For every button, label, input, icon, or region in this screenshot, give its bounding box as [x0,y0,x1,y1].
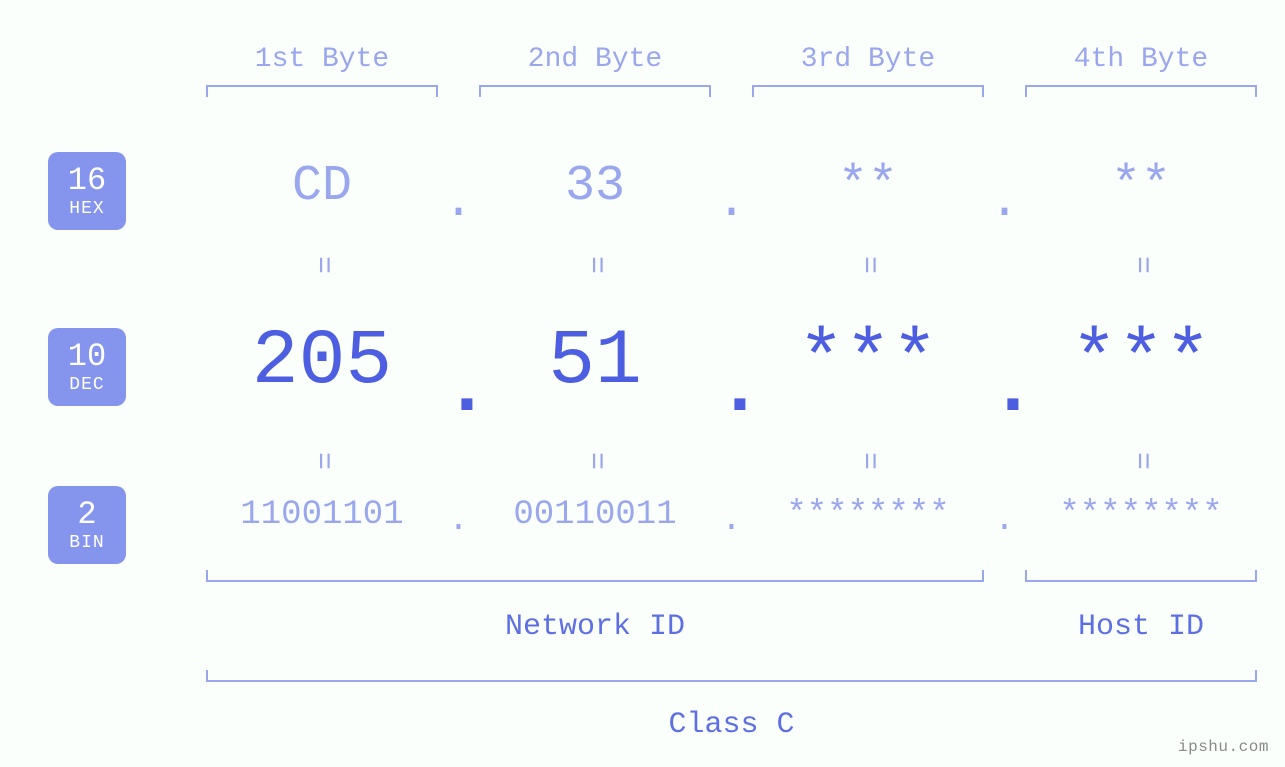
equals-r1-c1: = [578,446,612,476]
network-id-label: Network ID [206,610,984,644]
bin-dot-3: . [990,502,1020,540]
byte-header-3: 3rd Byte [752,44,984,75]
hex-dot-1: . [444,174,474,231]
bin-dot-1: . [444,502,474,540]
base-badge-hex: 16 HEX [48,152,126,230]
base-badge-bin: 2 BIN [48,486,126,564]
base-badge-number: 2 [77,499,96,531]
equals-r1-c0: = [305,446,339,476]
base-badge-dec: 10 DEC [48,328,126,406]
hex-dot-3: . [990,174,1020,231]
dec-dot-3: . [990,346,1020,434]
equals-r0-c0: = [305,250,339,280]
equals-r0-c1: = [578,250,612,280]
base-badge-number: 16 [68,165,106,197]
network-id-bracket [206,570,984,582]
byte-header-1: 1st Byte [206,44,438,75]
bin-byte-3: ******** [752,496,984,534]
hex-byte-2: 33 [479,158,711,215]
hex-byte-4: ** [1025,158,1257,215]
base-badge-label: DEC [69,376,104,394]
dec-byte-1: 205 [206,318,438,406]
bin-byte-1: 11001101 [206,496,438,534]
diagram-canvas: 1st Byte 2nd Byte 3rd Byte 4th Byte 16 HEX 10 D… [0,0,1285,767]
hex-byte-3: ** [752,158,984,215]
dec-dot-1: . [444,346,474,434]
dec-byte-2: 51 [479,318,711,406]
class-bracket [206,670,1257,682]
byte-bracket-top-3 [752,85,984,97]
host-id-bracket [1025,570,1257,582]
base-badge-label: HEX [69,200,104,218]
bin-byte-2: 00110011 [479,496,711,534]
equals-r0-c2: = [851,250,885,280]
class-label: Class C [206,708,1257,742]
base-badge-number: 10 [68,341,106,373]
byte-header-2: 2nd Byte [479,44,711,75]
equals-r1-c2: = [851,446,885,476]
watermark: ipshu.com [1178,738,1269,756]
dec-dot-2: . [717,346,747,434]
dec-byte-3: *** [752,318,984,406]
byte-bracket-top-2 [479,85,711,97]
equals-r1-c3: = [1124,446,1158,476]
base-badge-label: BIN [69,534,104,552]
equals-r0-c3: = [1124,250,1158,280]
hex-byte-1: CD [206,158,438,215]
bin-dot-2: . [717,502,747,540]
byte-bracket-top-4 [1025,85,1257,97]
bin-byte-4: ******** [1025,496,1257,534]
dec-byte-4: *** [1025,318,1257,406]
byte-bracket-top-1 [206,85,438,97]
host-id-label: Host ID [1025,610,1257,644]
byte-header-4: 4th Byte [1025,44,1257,75]
hex-dot-2: . [717,174,747,231]
